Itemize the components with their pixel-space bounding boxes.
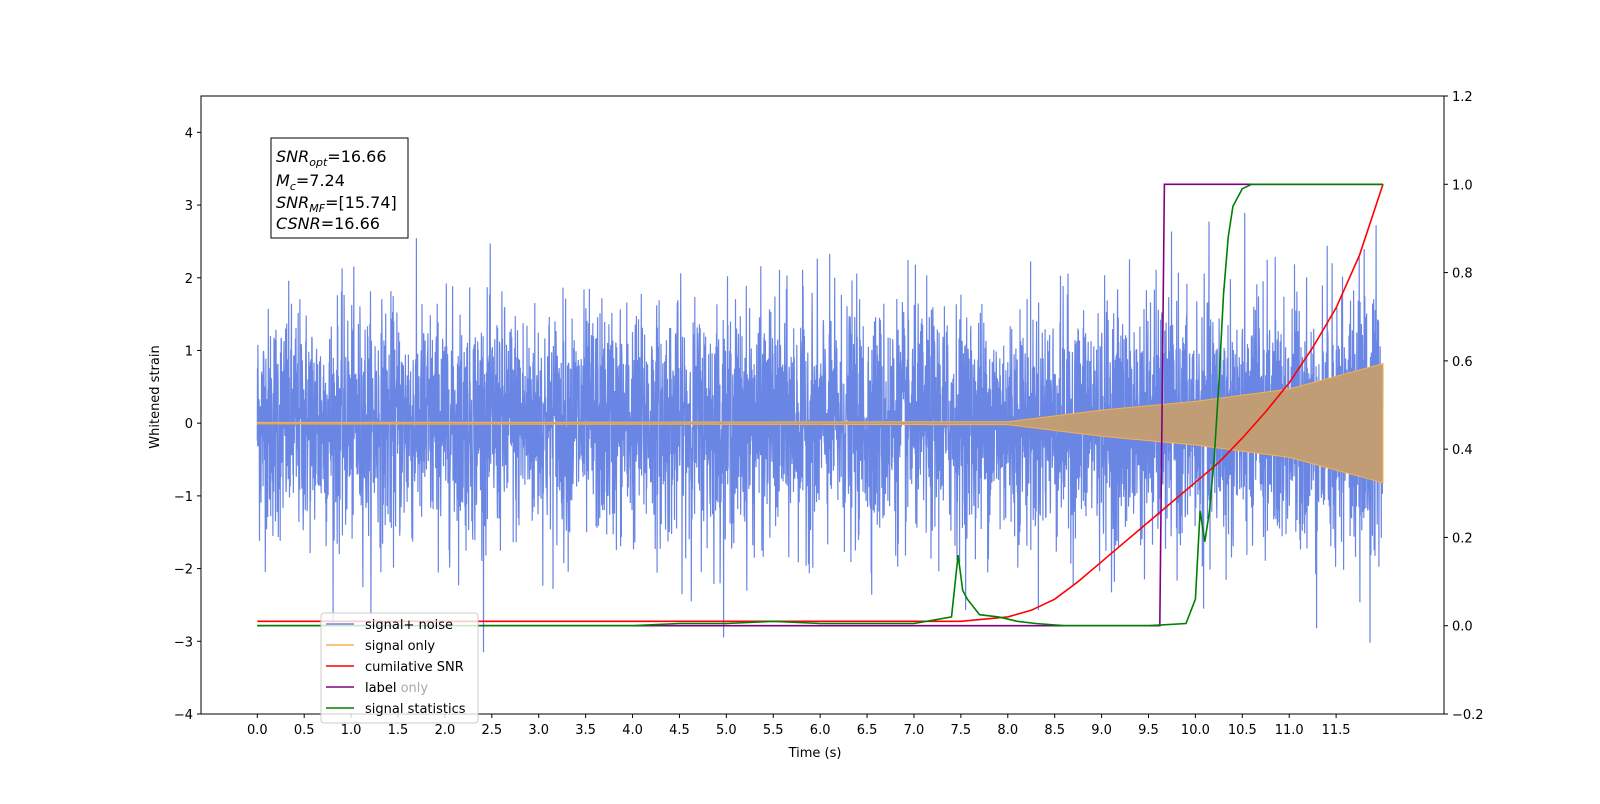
svg-text:label: label [365, 681, 396, 696]
y2-tick-label: 0.6 [1452, 355, 1473, 370]
x-tick-label: 6.0 [810, 723, 831, 738]
svg-text:cumilative SNR: cumilative SNR [365, 660, 464, 675]
series-signal-only [256, 362, 1384, 484]
x-tick-label: 9.0 [1091, 723, 1112, 738]
y-tick-label: −4 [174, 708, 193, 723]
y2-tick-label: 0.8 [1452, 267, 1473, 282]
y2-tick-label: −0.2 [1452, 708, 1484, 723]
x-tick-label: 8.5 [1044, 723, 1065, 738]
annotation-csnr: CSNR=16.66 [276, 214, 380, 233]
y2-tick-label: 0.4 [1452, 443, 1473, 458]
x-tick-label: 0.0 [247, 723, 268, 738]
x-tick-label: 6.5 [857, 723, 878, 738]
annotation-snr-mf: SNRMF=[15.74] [276, 193, 397, 215]
annotation-mc: Mc=7.24 [276, 171, 345, 193]
plot-layer [256, 183, 1384, 653]
x-tick-label: 7.5 [951, 723, 972, 738]
annotation-box: SNRopt=16.66 Mc=7.24 SNRMF=[15.74] CSNR=… [270, 137, 409, 239]
y-axis-label: Whitened strain [148, 345, 163, 448]
y2-tick-label: 1.0 [1452, 178, 1473, 193]
series-cumulative-snr [257, 184, 1384, 623]
y2-tick-label: 0.0 [1452, 620, 1473, 635]
x-tick-label: 4.5 [669, 723, 690, 738]
svg-text:label only: label only [365, 681, 428, 696]
y-tick-label: 1 [185, 344, 193, 359]
x-axis-label: Time (s) [788, 746, 842, 761]
annotation-snr-opt: SNRopt=16.66 [276, 147, 387, 169]
legend-entry-label: label only label [326, 681, 428, 696]
x-tick-label: 8.0 [997, 723, 1018, 738]
y2-tick-label: 1.2 [1452, 90, 1473, 105]
y2-tick-label: 0.2 [1452, 531, 1473, 546]
x-tick-label: 11.5 [1322, 723, 1351, 738]
plot-frame [200, 95, 1445, 715]
x-tick-label: 1.0 [341, 723, 362, 738]
x-tick-label: 3.5 [575, 723, 596, 738]
x-tick-label: 7.0 [904, 723, 925, 738]
x-tick-label: 3.0 [528, 723, 549, 738]
legend-entry-signal-only: signal only [326, 639, 435, 654]
x-tick-label: 2.0 [435, 723, 456, 738]
x-tick-label: 2.5 [481, 723, 502, 738]
x-tick-label: 4.0 [622, 723, 643, 738]
y-tick-label: −1 [174, 490, 193, 505]
svg-text:signal statistics: signal statistics [365, 702, 466, 717]
x-tick-label: 11.0 [1275, 723, 1304, 738]
x-tick-label: 0.5 [294, 723, 315, 738]
y-tick-label: 4 [185, 126, 193, 141]
x-tick-label: 5.5 [763, 723, 784, 738]
y-tick-label: −3 [174, 635, 193, 650]
legend: signal+ noise signal only cumilative SNR… [320, 612, 479, 724]
legend-entry-signal-statistics: signal statistics [326, 702, 466, 717]
y-tick-label: 2 [185, 272, 193, 287]
legend-entry-signal-noise: signal+ noise [326, 618, 453, 633]
x-tick-label: 5.0 [716, 723, 737, 738]
x-tick-label: 10.0 [1181, 723, 1210, 738]
axes-layer: 0.0 0.5 1.0 1.5 2.0 2.5 3.0 3.5 4.0 4.5 5.0 5.5 6.0 6… [174, 90, 1484, 738]
x-tick-label: 9.5 [1138, 723, 1159, 738]
y-tick-label: −2 [174, 563, 193, 578]
svg-text:signal only: signal only [365, 639, 435, 654]
svg-text:signal+ noise: signal+ noise [365, 618, 453, 633]
legend-entry-cumulative-snr: cumilative SNR [326, 660, 464, 675]
x-tick-label: 10.5 [1228, 723, 1257, 738]
y-tick-label: 0 [185, 417, 193, 432]
series-signal-statistics [257, 183, 1383, 627]
x-tick-label: 1.5 [388, 723, 409, 738]
y-tick-label: 3 [185, 199, 193, 214]
